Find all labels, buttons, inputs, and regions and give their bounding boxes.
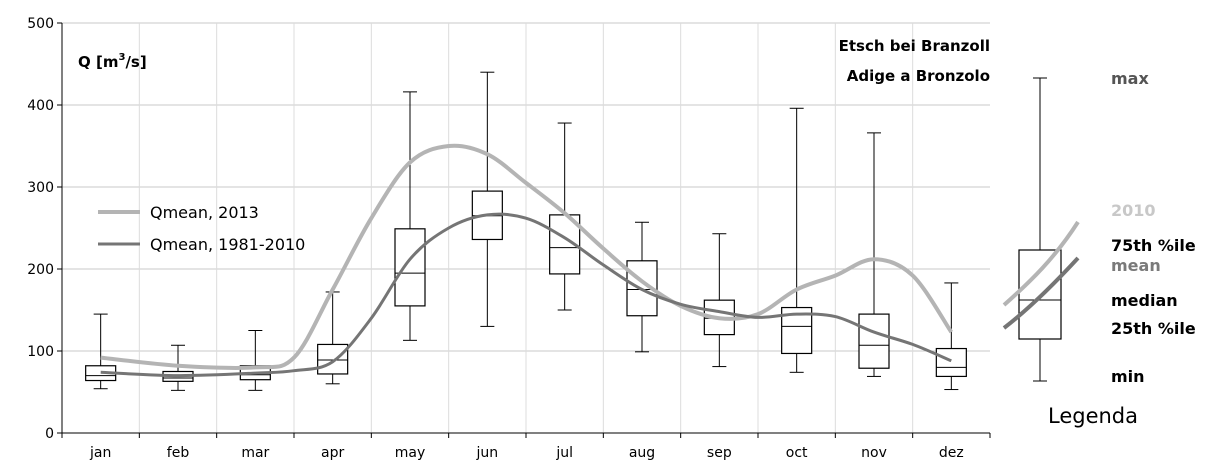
boxplot-sep [703,233,735,368]
series-line-2013 [100,143,953,370]
key-caption: Legenda [1048,404,1138,428]
grid-lines [62,22,990,433]
series-line-1981-2010 [100,212,952,378]
axes: 0 100 200 300 400 500 jan feb mar apr may jun jul aug… [27,16,991,461]
boxplot-nov [858,132,890,377]
boxplot-apr [317,291,349,385]
legend-label-1981-2010: Qmean, 1981-2010 [150,235,305,254]
x-tick-label-nov: nov [861,445,887,461]
boxplot-oct [781,107,813,373]
y-tick-label: 100 [27,344,54,360]
key-label-2010: 2010 [1111,201,1156,220]
x-tick-label-feb: feb [167,445,190,461]
x-tick-label-aug: aug [629,445,655,461]
boxplot-jun [471,71,503,327]
iqr-box [394,228,426,307]
key-line-mean [1002,256,1080,330]
boxplot-dez [935,282,967,391]
iqr-box [317,343,349,375]
legend: Qmean, 2013 Qmean, 1981-2010 [98,203,305,254]
y-axis-label: Q [m3/s] [78,52,147,71]
x-tick-label-jan: jan [89,445,111,461]
x-tick-label-apr: apr [321,445,344,461]
key-label-median: median [1111,291,1178,310]
x-tick-label-dez: dez [939,445,964,461]
x-tick-label-mar: mar [241,445,269,461]
y-tick-label: 500 [27,16,54,32]
key-label-max: max [1111,69,1149,88]
y-tick-label: 300 [27,180,54,196]
key-label-mean: mean [1111,256,1161,275]
y-tick-label: 200 [27,262,54,278]
legend-label-2013: Qmean, 2013 [150,203,259,222]
boxplot-jul [549,122,581,311]
x-tick-label-jun: jun [476,445,499,461]
x-tick-label-oct: oct [786,445,808,461]
key-boxplot: max 2010 75th %ile mean median 25th %ile… [1002,69,1196,428]
x-tick-label-jul: jul [555,445,573,461]
key-label-25th: 25th %ile [1111,319,1196,338]
iqr-box [935,347,967,378]
x-tick-label-may: may [395,445,426,461]
key-label-75th: 75th %ile [1111,236,1196,255]
chart-subtitle: Adige a Bronzolo [847,67,990,85]
y-tick-label: 0 [45,426,54,442]
x-tick-label-sep: sep [707,445,732,461]
boxplot-mar [239,330,271,391]
iqr-box [858,313,890,369]
y-tick-label: 400 [27,98,54,114]
key-line-2010 [1002,220,1080,307]
key-label-min: min [1111,367,1145,386]
mean-lines [100,143,953,378]
boxplot-may [394,91,426,341]
chart-title: Etsch bei Branzoll [839,37,990,55]
